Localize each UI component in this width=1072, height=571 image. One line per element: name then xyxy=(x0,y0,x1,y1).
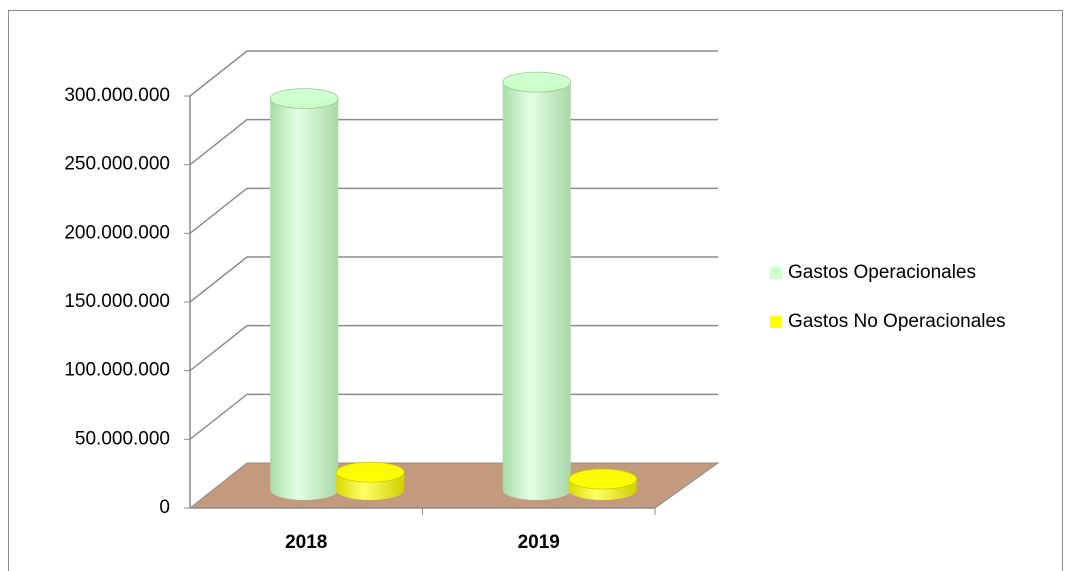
legend-swatch xyxy=(770,316,782,328)
bar-top xyxy=(269,88,339,109)
y-tick-label: 250.000.000 xyxy=(64,154,170,175)
legend-label: Gastos No Operacionales xyxy=(788,311,1006,332)
y-tick-label: 100.000.000 xyxy=(64,360,170,381)
x-tick-label: 2018 xyxy=(285,532,327,553)
x-tick-label: 2019 xyxy=(518,532,560,553)
y-tick-label: 50.000.000 xyxy=(75,428,170,449)
y-tick-label: 0 xyxy=(159,497,170,518)
grid-line xyxy=(189,50,718,97)
y-tick-label: 300.000.000 xyxy=(64,85,170,106)
y-tick-label: 200.000.000 xyxy=(64,222,170,243)
legend-swatch xyxy=(770,267,782,279)
y-tick-label: 150.000.000 xyxy=(64,291,170,312)
bar xyxy=(502,82,571,500)
floor xyxy=(188,462,720,509)
bar xyxy=(270,98,339,500)
bar-top xyxy=(568,468,638,490)
bar-top xyxy=(502,71,572,93)
legend-label: Gastos Operacionales xyxy=(788,262,976,283)
bar-top xyxy=(335,461,405,483)
